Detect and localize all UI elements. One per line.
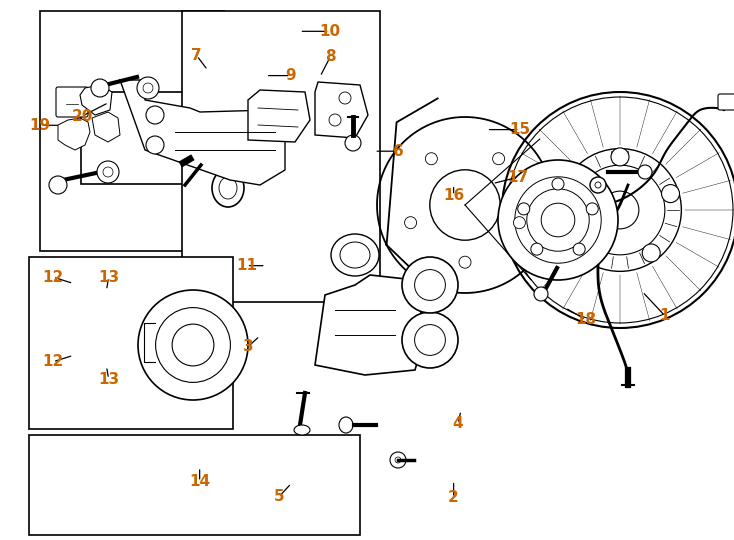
Circle shape — [402, 257, 458, 313]
Circle shape — [513, 217, 526, 228]
Polygon shape — [58, 118, 90, 150]
Polygon shape — [92, 112, 120, 142]
Circle shape — [97, 161, 119, 183]
Circle shape — [390, 452, 406, 468]
Text: 5: 5 — [274, 489, 284, 504]
Text: 2: 2 — [448, 490, 459, 505]
Text: 16: 16 — [443, 188, 464, 203]
Polygon shape — [315, 275, 425, 375]
Circle shape — [402, 312, 458, 368]
Circle shape — [586, 203, 598, 215]
Bar — [182, 11, 380, 302]
Ellipse shape — [331, 234, 379, 276]
Circle shape — [517, 203, 530, 215]
Polygon shape — [80, 85, 112, 115]
Text: 12: 12 — [43, 269, 63, 285]
Circle shape — [459, 256, 471, 268]
Circle shape — [345, 135, 361, 151]
Circle shape — [138, 290, 248, 400]
Circle shape — [404, 217, 417, 228]
Circle shape — [498, 160, 618, 280]
Text: 18: 18 — [575, 312, 596, 327]
Circle shape — [642, 244, 660, 262]
Text: 8: 8 — [325, 49, 335, 64]
Bar — [81, 92, 206, 184]
Circle shape — [49, 176, 67, 194]
Circle shape — [329, 114, 341, 126]
Circle shape — [493, 153, 504, 165]
Text: 4: 4 — [453, 416, 463, 431]
Ellipse shape — [339, 417, 353, 433]
Circle shape — [531, 243, 543, 255]
Text: 14: 14 — [189, 474, 210, 489]
Circle shape — [573, 243, 585, 255]
Bar — [29, 435, 360, 535]
Circle shape — [146, 136, 164, 154]
Bar — [40, 11, 224, 251]
Polygon shape — [120, 80, 285, 185]
Text: 13: 13 — [98, 372, 119, 387]
Circle shape — [534, 287, 548, 301]
Circle shape — [638, 165, 652, 179]
Text: 20: 20 — [71, 109, 93, 124]
Circle shape — [611, 148, 629, 166]
Text: 15: 15 — [509, 122, 530, 137]
Text: 17: 17 — [508, 170, 528, 185]
Circle shape — [580, 244, 597, 262]
Circle shape — [552, 178, 564, 190]
Circle shape — [561, 185, 578, 202]
Polygon shape — [248, 90, 310, 142]
Text: 1: 1 — [660, 308, 670, 323]
Circle shape — [137, 77, 159, 99]
Circle shape — [91, 79, 109, 97]
Bar — [179, 155, 194, 167]
Text: 10: 10 — [319, 24, 340, 39]
Circle shape — [430, 170, 500, 240]
Text: 6: 6 — [393, 144, 404, 159]
Circle shape — [590, 177, 606, 193]
Text: 11: 11 — [236, 258, 257, 273]
Circle shape — [146, 106, 164, 124]
FancyBboxPatch shape — [56, 87, 88, 117]
Bar — [29, 256, 233, 429]
Text: 19: 19 — [30, 118, 51, 133]
Text: 9: 9 — [286, 68, 296, 83]
FancyBboxPatch shape — [718, 94, 734, 110]
Text: 7: 7 — [192, 48, 202, 63]
Text: 13: 13 — [98, 269, 119, 285]
Text: 3: 3 — [243, 339, 253, 354]
Circle shape — [339, 92, 351, 104]
Circle shape — [601, 191, 639, 229]
Circle shape — [426, 153, 437, 165]
Ellipse shape — [294, 425, 310, 435]
Text: 12: 12 — [43, 354, 63, 369]
Polygon shape — [315, 82, 368, 138]
Circle shape — [661, 185, 680, 202]
